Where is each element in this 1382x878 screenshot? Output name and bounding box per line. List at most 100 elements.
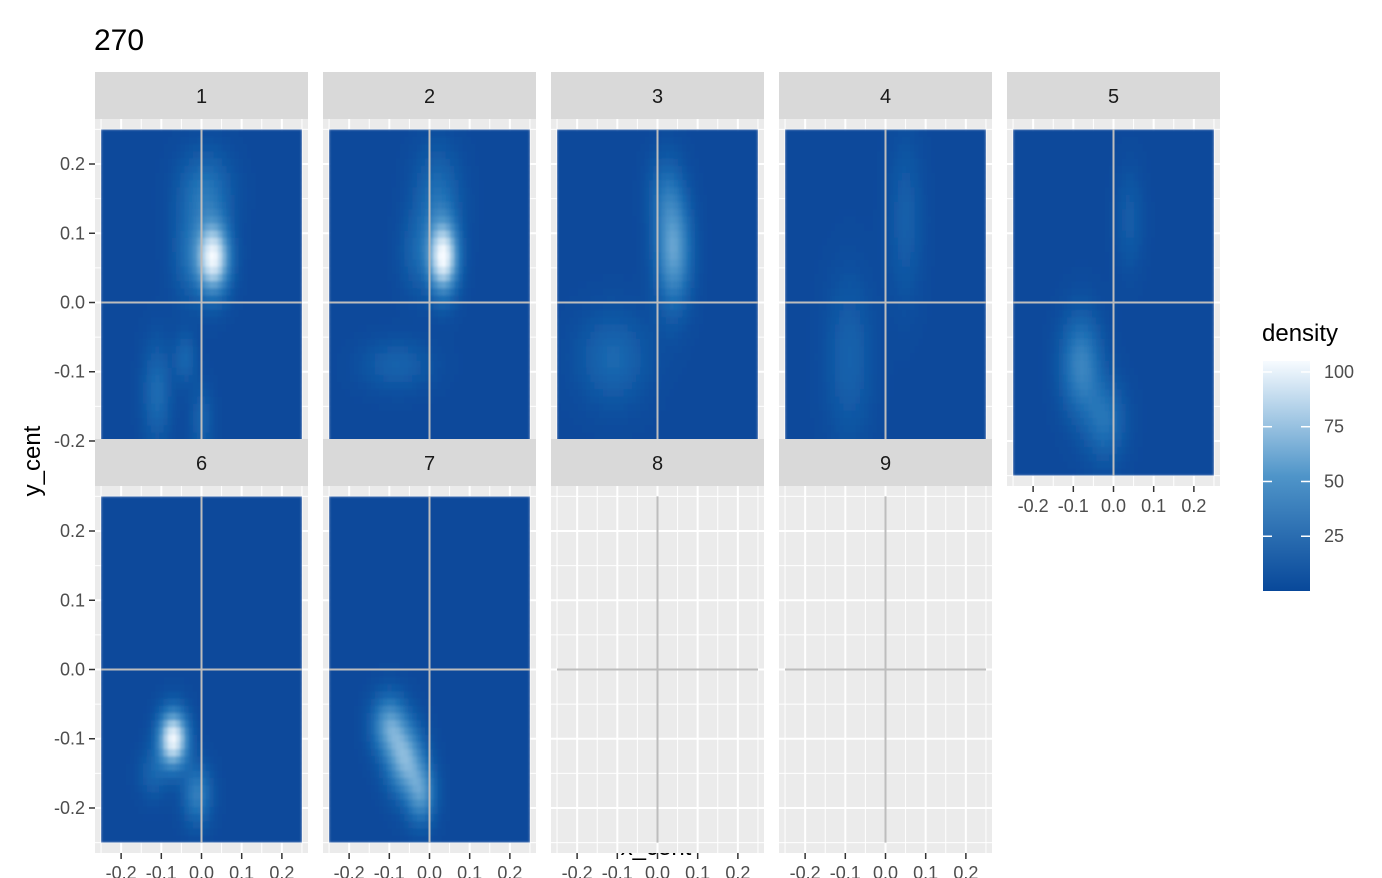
density-tile: [437, 273, 443, 282]
density-tile: [450, 172, 455, 181]
density-tile: [416, 136, 422, 145]
density-tile: [471, 374, 476, 383]
density-tile: [475, 403, 481, 411]
density-tile: [297, 345, 302, 354]
density-tile: [525, 309, 530, 318]
density-tile: [479, 294, 485, 303]
density-tile: [387, 280, 393, 289]
density-tile: [374, 129, 380, 137]
density-tile: [512, 388, 518, 397]
density-tile: [569, 367, 575, 375]
density-tile: [362, 424, 368, 433]
density-tile: [280, 388, 286, 397]
density-tile: [138, 294, 144, 303]
density-tile: [500, 222, 506, 231]
density-tile: [512, 237, 518, 246]
density-tile: [557, 280, 562, 289]
density-tile: [109, 194, 114, 202]
density-tile: [276, 294, 282, 303]
density-tile: [433, 432, 439, 440]
density-tile: [391, 309, 397, 318]
density-tile: [243, 165, 248, 173]
density-tile: [404, 179, 409, 188]
density-tile: [429, 186, 434, 195]
density-tile: [234, 172, 240, 181]
density-tile: [370, 345, 376, 354]
density-tile: [366, 244, 372, 253]
density-tile: [387, 258, 393, 267]
density-tile: [370, 352, 376, 361]
density-tile: [163, 215, 169, 224]
density-tile: [159, 410, 165, 419]
density-tile: [345, 165, 351, 173]
density-tile: [121, 172, 127, 181]
density-tile: [433, 172, 439, 181]
density-tile: [234, 136, 240, 145]
density-tile: [329, 331, 334, 339]
density-tile: [429, 201, 434, 210]
density-tile: [341, 244, 347, 253]
density-tile: [483, 338, 489, 347]
density-tile: [146, 157, 152, 166]
density-tile: [429, 287, 434, 296]
density-tile: [217, 309, 223, 318]
density-tile: [201, 258, 206, 267]
density-tile: [146, 194, 152, 202]
density-tile: [159, 374, 165, 383]
density-tile: [577, 222, 583, 231]
density-tile: [565, 403, 570, 411]
density-tile: [243, 273, 248, 282]
density-tile: [201, 215, 206, 224]
density-tile: [337, 230, 342, 238]
density-tile: [280, 251, 286, 260]
density-tile: [560, 338, 566, 347]
density-tile: [205, 323, 211, 332]
density-tile: [370, 309, 376, 318]
density-tile: [416, 417, 422, 426]
density-tile: [213, 165, 219, 173]
density-tile: [353, 287, 359, 296]
density-tile: [213, 251, 219, 260]
density-tile: [297, 338, 302, 347]
density-tile: [569, 222, 575, 231]
density-tile: [289, 352, 294, 361]
density-tile: [429, 338, 434, 347]
density-tile: [276, 273, 282, 282]
density-tile: [383, 186, 388, 195]
density-tile: [362, 309, 368, 318]
density-tile: [560, 287, 566, 296]
density-tile: [450, 410, 455, 419]
density-tile: [378, 237, 384, 246]
density-tile: [209, 395, 215, 404]
density-tile: [329, 338, 334, 347]
density-tile: [420, 179, 426, 188]
density-tile: [391, 338, 397, 347]
density-tile: [243, 374, 248, 383]
density-tile: [521, 194, 527, 202]
density-tile: [387, 345, 393, 354]
density-tile: [171, 359, 177, 368]
density-tile: [201, 331, 206, 339]
density-tile: [370, 222, 376, 231]
density-tile: [525, 367, 530, 375]
density-tile: [362, 345, 368, 354]
density-tile: [167, 302, 173, 311]
density-tile: [104, 417, 110, 426]
density-tile: [197, 208, 202, 217]
density-tile: [188, 136, 194, 145]
density-tile: [500, 294, 506, 303]
density-tile: [408, 150, 414, 159]
density-tile: [565, 230, 570, 238]
density-tile: [404, 316, 409, 325]
density-tile: [142, 244, 148, 253]
density-tile: [234, 237, 240, 246]
density-tile: [117, 136, 123, 145]
density-tile: [557, 309, 562, 318]
density-tile: [504, 172, 510, 181]
density-tile: [180, 186, 186, 195]
density-tile: [454, 345, 460, 354]
density-tile: [466, 165, 472, 173]
density-tile: [399, 374, 405, 383]
density-tile: [293, 359, 299, 368]
density-tile: [259, 309, 265, 318]
